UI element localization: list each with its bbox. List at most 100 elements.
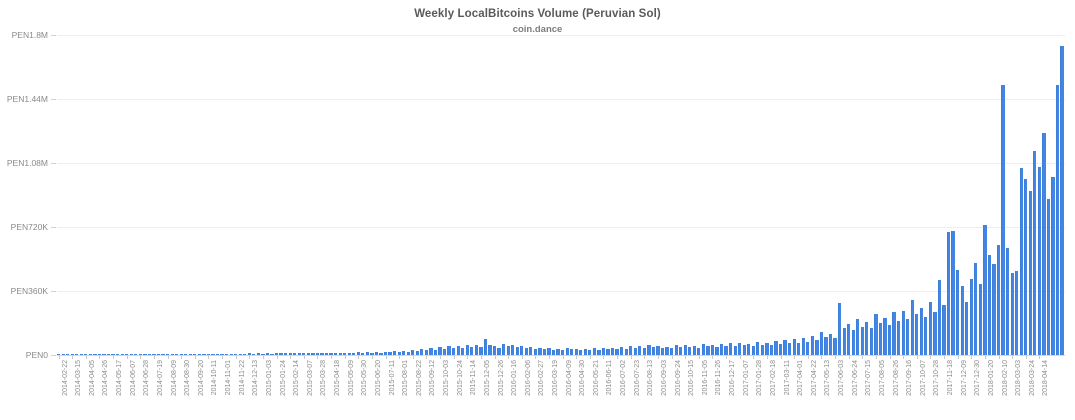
bar[interactable]	[815, 339, 819, 355]
bar[interactable]	[833, 338, 837, 355]
bar[interactable]	[147, 354, 152, 355]
bar[interactable]	[956, 269, 960, 355]
bar[interactable]	[624, 348, 628, 355]
bar[interactable]	[842, 328, 846, 355]
bar[interactable]	[265, 353, 270, 355]
bar[interactable]	[329, 352, 333, 355]
bar[interactable]	[75, 354, 79, 355]
bar[interactable]	[946, 232, 951, 355]
bar[interactable]	[1015, 271, 1019, 355]
bar[interactable]	[542, 349, 547, 355]
bar[interactable]	[629, 345, 633, 355]
bar[interactable]	[819, 331, 824, 355]
bar[interactable]	[724, 346, 728, 355]
bar[interactable]	[442, 348, 447, 355]
bar[interactable]	[393, 351, 397, 355]
bar[interactable]	[1046, 198, 1051, 355]
bar[interactable]	[320, 352, 324, 355]
bar[interactable]	[538, 347, 542, 355]
bar[interactable]	[928, 301, 933, 355]
bar[interactable]	[333, 353, 338, 355]
bar[interactable]	[238, 353, 242, 355]
bar[interactable]	[778, 343, 783, 355]
bar[interactable]	[211, 354, 215, 355]
bar[interactable]	[202, 354, 206, 355]
bar[interactable]	[996, 244, 1001, 355]
bar[interactable]	[615, 349, 619, 355]
bar[interactable]	[165, 354, 170, 355]
bar[interactable]	[551, 349, 556, 355]
bar[interactable]	[719, 344, 724, 355]
bar[interactable]	[302, 352, 306, 355]
bar[interactable]	[474, 345, 478, 355]
bar[interactable]	[565, 347, 569, 355]
bar[interactable]	[61, 354, 65, 355]
bar[interactable]	[683, 344, 687, 355]
bar[interactable]	[1019, 168, 1023, 355]
bar[interactable]	[547, 348, 551, 355]
bar[interactable]	[129, 354, 133, 355]
bar[interactable]	[915, 314, 919, 355]
bar[interactable]	[79, 354, 83, 355]
bar[interactable]	[742, 345, 746, 355]
bar[interactable]	[688, 346, 692, 355]
bar[interactable]	[969, 278, 973, 355]
bar[interactable]	[492, 346, 497, 355]
bar[interactable]	[937, 280, 942, 355]
bar[interactable]	[352, 352, 356, 355]
bar[interactable]	[411, 350, 415, 355]
bar[interactable]	[143, 354, 147, 355]
bar[interactable]	[760, 344, 765, 355]
bar[interactable]	[229, 353, 233, 355]
bar[interactable]	[610, 348, 615, 355]
bar[interactable]	[1042, 132, 1046, 355]
bar[interactable]	[406, 351, 410, 355]
bar[interactable]	[847, 323, 851, 355]
bar[interactable]	[570, 349, 574, 355]
bar[interactable]	[175, 354, 179, 355]
bar[interactable]	[452, 347, 456, 355]
bar[interactable]	[397, 351, 401, 355]
bar[interactable]	[797, 342, 801, 355]
bar[interactable]	[942, 305, 946, 355]
bar[interactable]	[388, 352, 392, 355]
bar[interactable]	[710, 345, 715, 355]
bar[interactable]	[270, 353, 274, 355]
bar[interactable]	[751, 345, 755, 355]
bar[interactable]	[379, 352, 383, 355]
bar[interactable]	[674, 345, 678, 355]
bar[interactable]	[347, 352, 351, 355]
bar[interactable]	[447, 346, 451, 355]
bar[interactable]	[424, 350, 429, 355]
bar[interactable]	[88, 354, 93, 355]
bar[interactable]	[234, 353, 238, 355]
bar[interactable]	[729, 343, 733, 355]
bar[interactable]	[1024, 179, 1028, 355]
bar[interactable]	[656, 346, 660, 355]
bar[interactable]	[701, 343, 705, 355]
bar[interactable]	[638, 346, 642, 355]
bar[interactable]	[810, 335, 814, 355]
bar[interactable]	[370, 352, 374, 355]
bar[interactable]	[252, 353, 256, 355]
bar[interactable]	[965, 301, 969, 355]
bar[interactable]	[306, 353, 310, 355]
bar[interactable]	[279, 353, 283, 355]
bar[interactable]	[220, 353, 224, 355]
bar[interactable]	[70, 354, 74, 355]
bar[interactable]	[983, 225, 987, 355]
bar[interactable]	[837, 303, 842, 355]
bar[interactable]	[865, 322, 869, 355]
bar[interactable]	[697, 347, 701, 355]
bar[interactable]	[365, 352, 369, 355]
bar[interactable]	[497, 347, 501, 355]
bar[interactable]	[906, 319, 910, 355]
bar[interactable]	[524, 347, 528, 355]
bar[interactable]	[620, 346, 624, 355]
bar[interactable]	[156, 354, 161, 355]
bar[interactable]	[583, 348, 587, 355]
bar[interactable]	[1055, 84, 1060, 355]
bar[interactable]	[828, 334, 833, 355]
bar[interactable]	[788, 343, 792, 355]
bar[interactable]	[579, 349, 583, 355]
